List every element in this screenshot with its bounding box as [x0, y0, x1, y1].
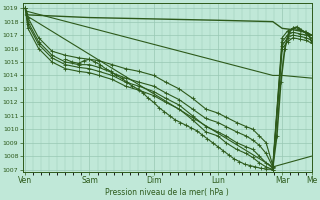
X-axis label: Pression niveau de la mer( hPa ): Pression niveau de la mer( hPa ) [105, 188, 229, 197]
